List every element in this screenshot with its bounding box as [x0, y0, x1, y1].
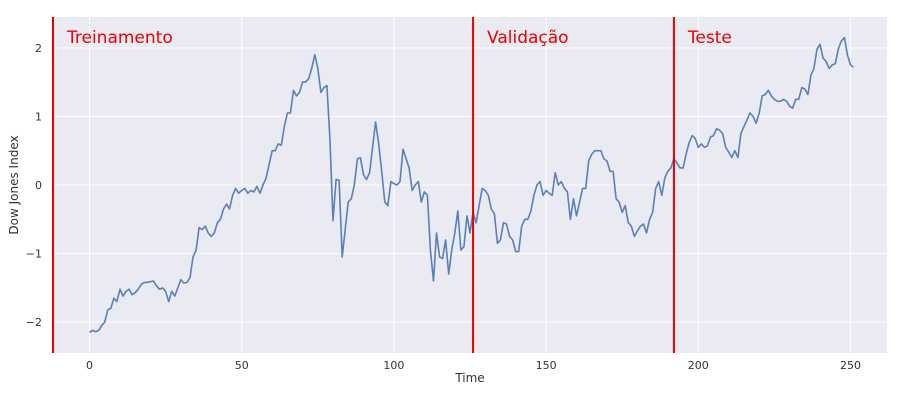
- x-axis: 0 50 100 150 200 250: [86, 359, 861, 372]
- y-axis: −2 −1 0 1 2: [26, 42, 42, 329]
- series-layer: [89, 36, 854, 334]
- y-tick-label: −2: [26, 316, 42, 329]
- x-tick-label: 150: [536, 359, 557, 372]
- x-tick-label: 50: [235, 359, 249, 372]
- region-label: Teste: [687, 28, 732, 48]
- region-label: Treinamento: [66, 28, 173, 48]
- x-tick-label: 200: [688, 359, 709, 372]
- x-tick-label: 0: [86, 359, 93, 372]
- y-tick-label: −1: [26, 248, 42, 261]
- x-tick-label: 250: [840, 359, 861, 372]
- splits-layer: Treinamento Validação Teste: [52, 17, 732, 353]
- y-tick-label: 2: [35, 42, 42, 55]
- series-line: [89, 36, 854, 334]
- x-tick-label: 100: [383, 359, 404, 372]
- y-tick-label: 0: [35, 179, 42, 192]
- y-axis-label: Dow Jones Index: [7, 135, 21, 234]
- x-axis-label: Time: [454, 371, 484, 385]
- y-tick-label: 1: [35, 110, 42, 123]
- region-label: Validação: [487, 28, 569, 48]
